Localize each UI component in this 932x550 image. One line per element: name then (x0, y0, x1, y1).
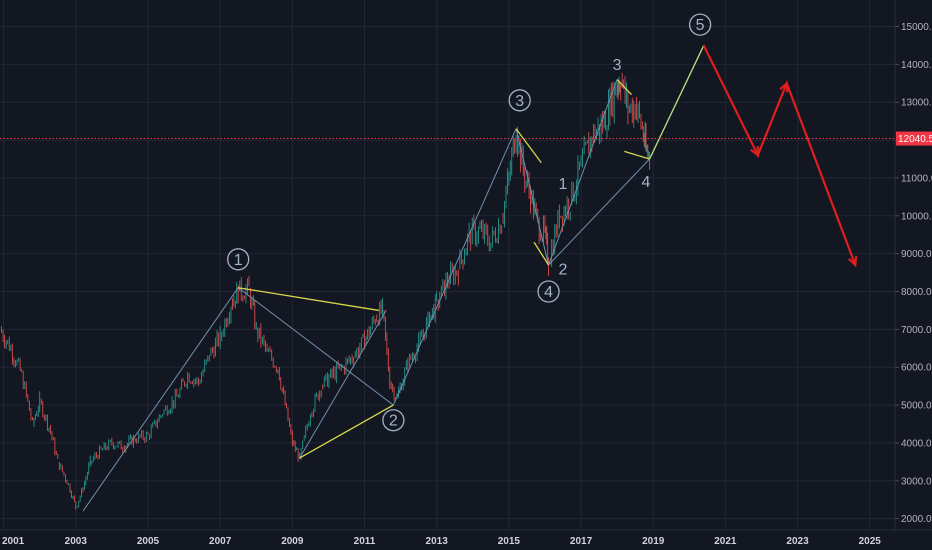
wave-line (515, 128, 542, 164)
current-price-tag (896, 131, 932, 146)
wave-line (392, 128, 517, 406)
y-tick-label: 2000.0 (901, 514, 932, 525)
wave-label: 2 (389, 413, 398, 430)
wave-line (649, 45, 705, 160)
wave-line (548, 158, 650, 266)
wave-line (238, 287, 380, 312)
grid-lines (0, 0, 895, 530)
x-tick-label: 2009 (281, 536, 304, 547)
x-tick-label: 2025 (859, 536, 882, 547)
y-tick-label: 14000.0 (901, 60, 932, 71)
x-tick-label: 2005 (137, 536, 160, 547)
y-tick-label: 10000.0 (901, 211, 932, 222)
x-tick-label: 2019 (642, 536, 665, 547)
wave-line (299, 404, 394, 459)
wave-label: 5 (696, 17, 705, 34)
y-tick-label: 3000.0 (901, 476, 932, 487)
y-tick-label: 6000.0 (901, 363, 932, 374)
wave-label: 3 (613, 57, 622, 74)
x-tick-label: 2003 (65, 536, 88, 547)
wave-labels: 1 2 3 4 5 1 2 3 4 (227, 13, 712, 432)
wave-line (533, 241, 550, 266)
wave-line (548, 79, 618, 266)
y-tick-label: 13000.0 (901, 98, 932, 109)
wave-label-circle (508, 89, 531, 112)
projection-path (702, 44, 858, 268)
x-tick-label: 2023 (786, 536, 809, 547)
y-tick-label: 9000.0 (901, 249, 932, 260)
wave-lines (82, 45, 705, 512)
current-price-marker: 12040.5 (0, 131, 932, 146)
wave-label-circle (688, 13, 712, 36)
wave-label: 3 (515, 93, 524, 110)
wave-label-circle (227, 248, 250, 271)
wave-line (616, 79, 633, 96)
wave-line (624, 150, 650, 160)
projection-arrowhead (779, 80, 789, 93)
y-tick-label: 5000.0 (901, 401, 932, 412)
x-tick-label: 2001 (2, 536, 25, 547)
wave-label-circle (537, 280, 560, 303)
y-tick-label: 8000.0 (901, 287, 932, 298)
wave-line (237, 287, 394, 406)
y-tick-label: 7000.0 (901, 325, 932, 336)
current-price-label: 12040.5 (898, 134, 932, 145)
x-tick-label: 2011 (354, 536, 376, 547)
wave-line (82, 287, 239, 512)
wave-label: 4 (642, 174, 651, 191)
wave-line (299, 310, 387, 459)
x-tick-label: 2017 (570, 536, 593, 547)
y-tick-label: 15000.0 (901, 22, 932, 33)
wave-line (515, 128, 550, 266)
x-tick-label: 2007 (209, 536, 232, 547)
x-tick-label: 2021 (714, 536, 737, 547)
projection-line (702, 44, 857, 266)
projection-arrowhead (750, 146, 759, 158)
x-tick-label: 2013 (426, 536, 449, 547)
y-tick-label: 4000.0 (901, 438, 932, 449)
price-series (1, 72, 651, 510)
wave-label: 4 (544, 284, 553, 301)
wave-label: 1 (559, 176, 568, 193)
time-axis[interactable]: 2001 2003 2005 2007 2009 2011 2013 2015 2017 2019… (2, 536, 881, 547)
projection-arrowhead (848, 255, 858, 268)
x-tick-label: 2015 (498, 536, 521, 547)
wave-label: 2 (559, 261, 568, 278)
y-tick-label: 11000.0 (901, 173, 932, 184)
wave-label-circle (382, 409, 405, 432)
wave-label: 1 (234, 252, 243, 269)
